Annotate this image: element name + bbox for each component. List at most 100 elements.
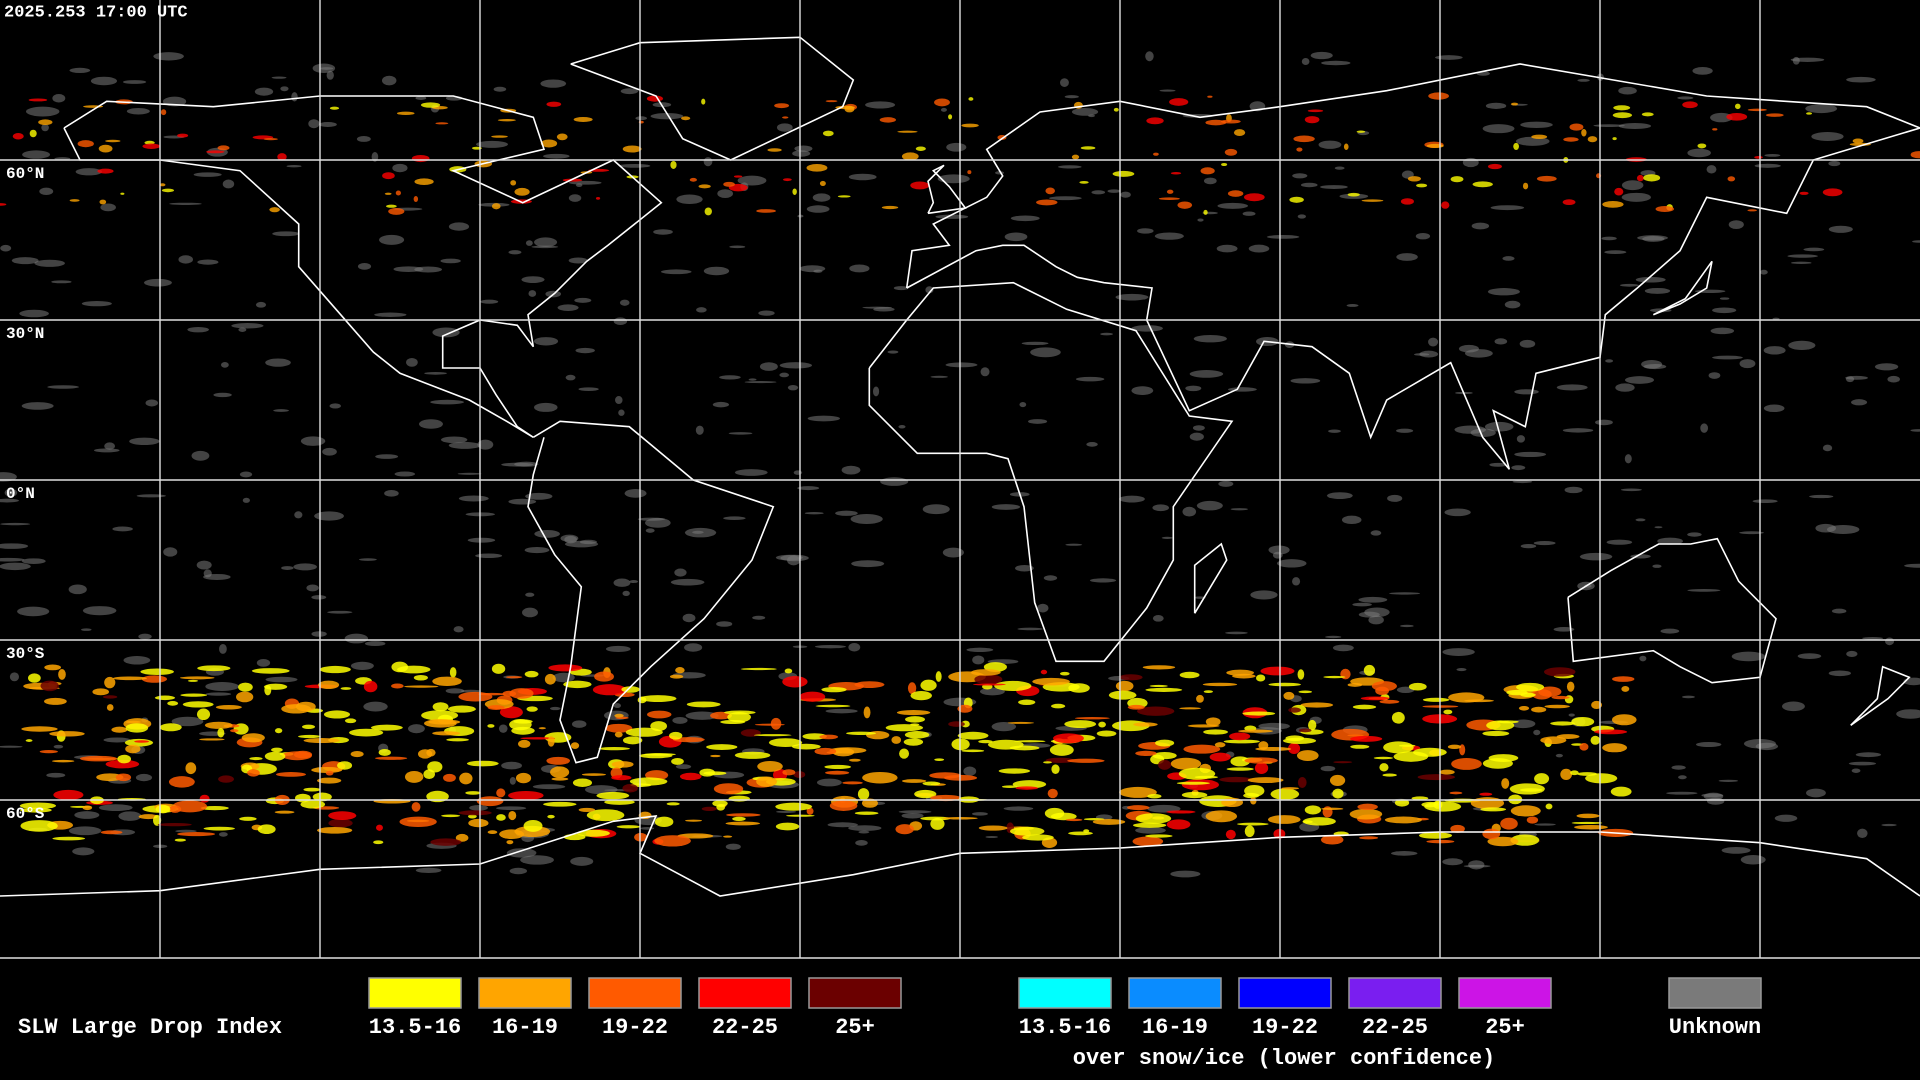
cloud-large-drop <box>543 801 577 807</box>
cloud-large-drop <box>1112 170 1135 177</box>
cloud-unknown <box>1787 254 1818 258</box>
cloud-large-drop <box>733 175 743 178</box>
cloud-unknown <box>1512 480 1533 484</box>
cloud-unknown <box>940 107 947 112</box>
cloud-unknown <box>0 745 23 748</box>
cloud-large-drop <box>391 683 404 689</box>
legend-label: 13.5-16 <box>1019 1015 1111 1040</box>
cloud-large-drop <box>611 761 634 768</box>
cloud-unknown <box>1131 386 1154 396</box>
cloud-unknown <box>703 157 713 167</box>
cloud-unknown <box>357 263 372 270</box>
cloud-unknown <box>103 737 131 743</box>
cloud-large-drop <box>515 772 532 784</box>
ice-note: over snow/ice (lower confidence) <box>1073 1046 1495 1071</box>
cloud-large-drop <box>1486 720 1515 731</box>
cloud-large-drop <box>1232 673 1256 679</box>
cloud-large-drop <box>1513 142 1519 150</box>
cloud-large-drop <box>1910 151 1920 159</box>
cloud-unknown <box>1564 486 1583 494</box>
cloud-large-drop <box>217 728 225 738</box>
cloud-large-drop <box>344 718 357 724</box>
cloud-large-drop <box>499 706 523 719</box>
cloud-large-drop <box>1418 832 1453 839</box>
cloud-unknown <box>1687 532 1702 537</box>
cloud-large-drop <box>92 688 110 696</box>
cloud-large-drop <box>701 98 706 105</box>
cloud-large-drop <box>686 701 721 708</box>
cloud-large-drop <box>550 766 570 778</box>
cloud-unknown <box>1806 788 1826 798</box>
cloud-large-drop <box>388 208 405 215</box>
cloud-large-drop <box>447 705 476 713</box>
cloud-unknown <box>1161 536 1173 539</box>
cloud-unknown <box>1444 508 1471 517</box>
cloud-large-drop <box>1697 143 1707 149</box>
cloud-unknown <box>1086 442 1098 447</box>
cloud-large-drop <box>177 832 216 837</box>
cloud-unknown <box>1848 761 1877 766</box>
cloud-large-drop <box>1045 187 1055 195</box>
cloud-large-drop <box>1450 824 1465 833</box>
cloud-large-drop <box>1115 680 1134 692</box>
cloud-unknown <box>356 136 371 142</box>
cloud-unknown <box>557 304 579 311</box>
cloud-large-drop <box>1352 704 1377 710</box>
cloud-large-drop <box>520 737 556 740</box>
cloud-unknown <box>865 101 896 109</box>
cloud-large-drop <box>1244 825 1255 838</box>
cloud-large-drop <box>899 748 910 759</box>
cloud-large-drop <box>1349 808 1383 820</box>
cloud-large-drop <box>547 814 555 819</box>
cloud-unknown <box>0 543 29 549</box>
cloud-large-drop <box>514 187 530 196</box>
legend-swatch <box>808 977 902 1009</box>
cloud-large-drop <box>1727 176 1736 182</box>
cloud-large-drop <box>961 720 970 728</box>
cloud-unknown <box>1118 495 1145 503</box>
cloud-unknown <box>618 164 651 168</box>
cloud-large-drop <box>167 701 179 706</box>
cloud-large-drop <box>756 776 777 787</box>
cloud-large-drop <box>1641 112 1654 117</box>
cloud-large-drop <box>727 711 751 723</box>
cloud-large-drop <box>1357 803 1378 811</box>
cloud-large-drop <box>1765 113 1784 117</box>
cloud-large-drop <box>1447 744 1462 750</box>
cloud-large-drop <box>1426 143 1444 148</box>
cloud-large-drop <box>622 784 638 793</box>
cloud-unknown <box>1687 589 1721 592</box>
cloud-large-drop <box>323 710 351 719</box>
cloud-large-drop <box>382 172 395 180</box>
cloud-unknown <box>1519 339 1536 348</box>
cloud-unknown <box>1482 124 1515 134</box>
cloud-large-drop <box>491 203 501 210</box>
cloud-unknown <box>1790 57 1825 62</box>
cloud-unknown <box>1845 375 1868 380</box>
cloud-large-drop <box>153 814 162 826</box>
cloud-unknown <box>1635 276 1666 283</box>
cloud-unknown <box>509 776 516 785</box>
cloud-large-drop <box>930 817 945 830</box>
cloud-large-drop <box>563 833 586 841</box>
cloud-unknown <box>1396 428 1414 433</box>
cloud-large-drop <box>1300 702 1334 708</box>
cloud-large-drop <box>298 734 321 739</box>
cloud-unknown <box>281 566 294 570</box>
cloud-large-drop <box>1408 682 1427 691</box>
cloud-large-drop <box>775 802 813 811</box>
cloud-large-drop <box>38 119 53 126</box>
cloud-large-drop <box>1092 819 1126 825</box>
cloud-large-drop <box>105 759 140 769</box>
cloud-large-drop <box>99 199 107 205</box>
cloud-large-drop <box>125 723 149 733</box>
cloud-unknown <box>191 450 210 461</box>
cloud-unknown <box>1851 768 1861 773</box>
cloud-unknown <box>571 720 587 728</box>
cloud-large-drop <box>1226 767 1254 771</box>
cloud-unknown <box>81 301 112 307</box>
cloud-unknown <box>804 512 824 515</box>
cloud-unknown <box>979 687 1005 696</box>
legend-label: 25+ <box>835 1015 875 1040</box>
cloud-large-drop <box>1244 193 1265 202</box>
